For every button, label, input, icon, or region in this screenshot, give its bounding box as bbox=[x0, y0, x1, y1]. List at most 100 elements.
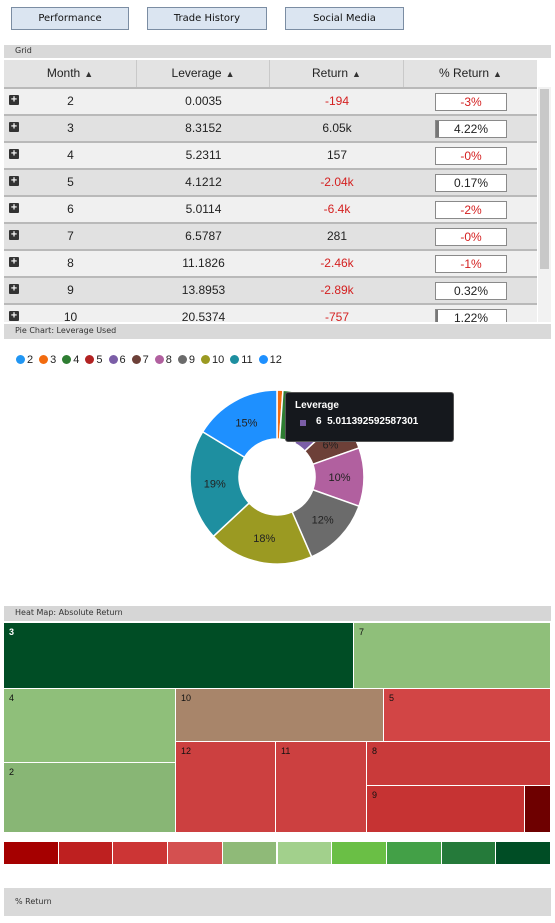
expand-icon[interactable]: + bbox=[9, 148, 19, 159]
chart-legend: 2 3 4 5 6 7 8 9 10 11 12 bbox=[16, 348, 288, 366]
cell-return: -2.89k bbox=[320, 283, 354, 297]
legend-label: 11 bbox=[241, 354, 253, 366]
column-header-label: Month bbox=[46, 66, 81, 80]
cell-month: 6 bbox=[67, 202, 74, 216]
cell-leverage: 5.2311 bbox=[185, 148, 222, 162]
table-row[interactable]: + 10 20.5374 -757 1.22% bbox=[4, 303, 537, 322]
heatmap-cell-2[interactable]: 2 bbox=[4, 763, 176, 833]
pct-return-text: -0% bbox=[460, 149, 482, 163]
cell-pct-return: 4.22% bbox=[435, 120, 507, 138]
pct-return-text: 0.32% bbox=[453, 284, 489, 298]
pct-return-text: 4.22% bbox=[453, 122, 489, 136]
cell-pct-return: 0.17% bbox=[435, 174, 507, 192]
legend-item[interactable]: 11 bbox=[230, 354, 253, 366]
grid-scrollbar[interactable] bbox=[538, 87, 551, 322]
cell-month: 9 bbox=[67, 283, 74, 297]
legend-item[interactable]: 5 bbox=[85, 354, 103, 366]
color-scale-step bbox=[496, 842, 551, 864]
legend-swatch bbox=[131, 355, 141, 364]
expand-icon[interactable]: + bbox=[9, 202, 19, 213]
heatmap-cell-8[interactable]: 8 bbox=[367, 742, 551, 786]
pie-slice-11[interactable] bbox=[189, 430, 251, 538]
scroll-thumb[interactable] bbox=[540, 89, 549, 269]
cell-pct-return: 1.22% bbox=[435, 309, 507, 322]
pct-return-bar bbox=[436, 310, 438, 322]
heatmap-cell-4[interactable]: 4 bbox=[4, 689, 176, 763]
cell-leverage: 5.0114 bbox=[185, 202, 222, 216]
slice-label: 12% bbox=[312, 515, 334, 527]
cell-leverage: 4.1212 bbox=[185, 175, 222, 189]
table-row[interactable]: + 5 4.1212 -2.04k 0.17% bbox=[4, 168, 537, 195]
legend-swatch bbox=[85, 355, 95, 364]
legend-item[interactable]: 3 bbox=[39, 354, 56, 366]
tab-trade-history[interactable]: Trade History bbox=[147, 7, 267, 30]
legend-label: 7 bbox=[142, 354, 149, 366]
expand-icon[interactable]: + bbox=[9, 256, 19, 267]
table-row[interactable]: + 7 6.5787 281 -0% bbox=[4, 222, 537, 249]
cell-return: 6.05k bbox=[322, 121, 352, 135]
color-scale-step bbox=[58, 842, 114, 864]
heatmap-cell-label: 7 bbox=[359, 627, 365, 637]
heatmap-cell-9[interactable]: 9 bbox=[367, 786, 525, 833]
cell-return: -2.04k bbox=[320, 175, 354, 189]
legend-label: 9 bbox=[188, 354, 195, 366]
heatmap-cell-label: 8 bbox=[372, 746, 378, 756]
legend-item[interactable]: 2 bbox=[16, 354, 33, 366]
heatmap-cell-7[interactable]: 7 bbox=[354, 623, 551, 689]
tab-social-media[interactable]: Social Media bbox=[285, 7, 404, 30]
slice-label: 6% bbox=[322, 440, 338, 452]
expand-icon[interactable]: + bbox=[9, 94, 19, 105]
grid-section-header: Grid bbox=[4, 45, 551, 58]
legend-item[interactable]: 7 bbox=[131, 354, 149, 366]
expand-icon[interactable]: + bbox=[9, 310, 19, 321]
legend-swatch bbox=[154, 355, 164, 364]
legend-item[interactable]: 10 bbox=[201, 354, 224, 366]
legend-item[interactable]: 6 bbox=[108, 354, 126, 366]
cell-month: 7 bbox=[67, 229, 74, 243]
table-row[interactable]: + 8 11.1826 -2.46k -1% bbox=[4, 249, 537, 276]
tab-performance[interactable]: Performance bbox=[11, 7, 129, 30]
legend-swatch bbox=[230, 355, 240, 364]
table-row[interactable]: + 3 8.3152 6.05k 4.22% bbox=[4, 114, 537, 141]
legend-label: 2 bbox=[27, 354, 34, 366]
expand-icon[interactable]: + bbox=[9, 283, 19, 294]
expand-icon[interactable]: + bbox=[9, 175, 19, 186]
table-row[interactable]: + 2 0.0035 -194 -3% bbox=[4, 87, 537, 114]
cell-leverage: 11.1826 bbox=[182, 256, 225, 270]
heatmap-cell-10[interactable]: 10 bbox=[176, 689, 384, 742]
column-header-return[interactable]: Return ▲︎ bbox=[270, 60, 404, 87]
expand-icon[interactable]: + bbox=[9, 121, 19, 132]
legend-item[interactable]: 8 bbox=[154, 354, 172, 366]
heatmap-cell-label: 4 bbox=[9, 693, 15, 703]
legend-item[interactable]: 9 bbox=[177, 354, 195, 366]
pct-return-text: 0.17% bbox=[453, 176, 489, 190]
table-row[interactable]: + 9 13.8953 -2.89k 0.32% bbox=[4, 276, 537, 303]
column-header-pct-return[interactable]: % Return ▲︎ bbox=[404, 60, 537, 87]
heatmap-cell-12[interactable]: 12 bbox=[176, 742, 276, 833]
cell-month: 4 bbox=[67, 148, 74, 162]
legend-swatch bbox=[16, 355, 25, 364]
legend-item[interactable]: 4 bbox=[62, 354, 79, 366]
column-header-month[interactable]: Month ▲︎ bbox=[4, 60, 137, 87]
cell-leverage: 0.0035 bbox=[185, 94, 222, 108]
table-row[interactable]: + 6 5.0114 -6.4k -2% bbox=[4, 195, 537, 222]
table-row[interactable]: + 4 5.2311 157 -0% bbox=[4, 141, 537, 168]
heatmap-cell-3[interactable]: 3 bbox=[4, 623, 354, 689]
pct-return-section-header: % Return bbox=[4, 888, 551, 916]
color-scale-step bbox=[168, 842, 223, 864]
legend-swatch bbox=[108, 355, 118, 364]
tab-bar: Performance Trade History Social Media bbox=[0, 0, 555, 40]
pie-slice-12[interactable] bbox=[201, 389, 278, 459]
heatmap-cell-11[interactable]: 11 bbox=[276, 742, 367, 833]
heatmap-cell-small[interactable] bbox=[525, 786, 551, 833]
legend-item[interactable]: 12 bbox=[258, 354, 282, 366]
expand-icon[interactable]: + bbox=[9, 229, 19, 240]
cell-pct-return: -2% bbox=[435, 201, 507, 219]
heatmap-cell-label: 12 bbox=[181, 746, 192, 756]
color-scale-step bbox=[386, 842, 442, 864]
pct-return-text: -0% bbox=[460, 230, 482, 244]
column-header-leverage[interactable]: Leverage ▲︎ bbox=[137, 60, 270, 87]
legend-label: 12 bbox=[269, 354, 282, 366]
heatmap-cell-5[interactable]: 5 bbox=[384, 689, 551, 742]
cell-leverage: 20.5374 bbox=[181, 310, 226, 322]
